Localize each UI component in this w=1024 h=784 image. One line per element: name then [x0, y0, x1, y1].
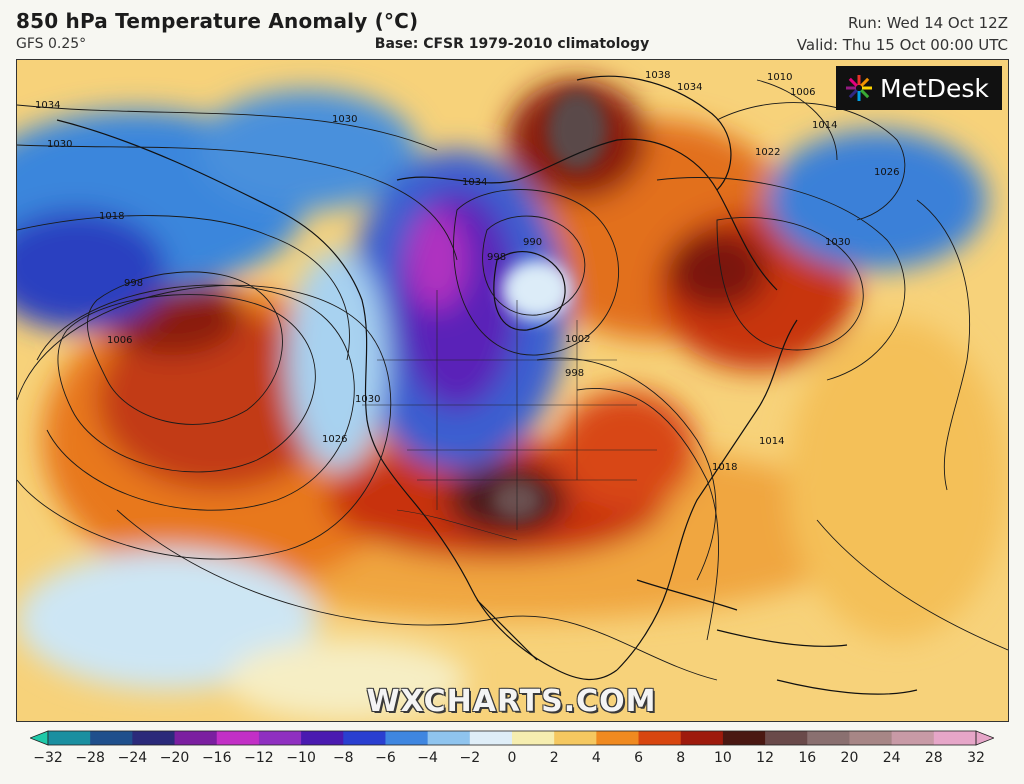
anomaly-map: 1034 1030 1018 998 1006 1030 1026 1030 1…: [16, 59, 1009, 722]
colorbar-tick-label: 32: [967, 750, 985, 766]
colorbar: −32 −28 −24 −20 −16 −12 −10 −8 −6 −4 −2 0 2 4 6 8 10 12 16…: [30, 728, 994, 778]
climatology-label: Base: CFSR 1979-2010 climatology: [374, 36, 650, 52]
colorbar-segment: [680, 731, 724, 745]
chart-title: 850 hPa Temperature Anomaly (°C): [16, 9, 419, 33]
run-label: Run: Wed 14 Oct 12Z: [848, 14, 1008, 32]
colorbar-segment: [174, 731, 218, 745]
colorbar-tick-label: 16: [798, 750, 817, 766]
colorbar-segment: [427, 731, 471, 745]
colorbar-tick-label: −6: [375, 750, 396, 766]
colorbar-outline: [47, 730, 977, 746]
isobar-labels: 1034 1030 1018 998 1006 1030 1026 1030 1…: [35, 70, 899, 473]
isobar-label: 998: [487, 252, 506, 263]
colorbar-segment: [765, 731, 808, 745]
colorbar-segment: [258, 731, 302, 745]
wxcharts-watermark: WXCHARTS.COM: [366, 684, 657, 719]
anomaly-field: [17, 80, 1007, 720]
colorbar-tick-label: −4: [417, 750, 438, 766]
logo-text: MetDesk: [880, 73, 989, 103]
colorbar-tick-label: 4: [591, 750, 601, 766]
colorbar-segments: [30, 730, 994, 746]
colorbar-arrow-right: [975, 730, 994, 746]
colorbar-tick-label: −10: [286, 750, 316, 766]
colorbar-segment: [132, 731, 176, 745]
metdesk-star-icon: [846, 75, 872, 101]
colorbar-ticks: −32 −28 −24 −20 −16 −12 −10 −8 −6 −4 −2 0 2 4 6 8 10 12 16…: [30, 750, 994, 770]
model-label: GFS 0.25°: [16, 36, 87, 52]
colorbar-tick-label: −8: [332, 750, 354, 766]
isobar-label: 998: [124, 278, 143, 289]
isobar-label: 1026: [874, 167, 899, 178]
colorbar-segment: [933, 731, 977, 745]
colorbar-tick-label: −32: [33, 750, 63, 766]
colorbar-tick-label: −16: [201, 750, 232, 766]
isobar-label: 1018: [99, 211, 124, 222]
colorbar-svg: [30, 730, 994, 746]
colorbar-tick-label: 24: [882, 750, 901, 766]
metdesk-logo: MetDesk: [836, 66, 1002, 110]
colorbar-tick-label: −24: [117, 750, 148, 766]
colorbar-tick-label: −20: [159, 750, 190, 766]
isobar-label: 1034: [677, 82, 702, 93]
colorbar-tick-label: 20: [840, 750, 859, 766]
chart-header: 850 hPa Temperature Anomaly (°C) GFS 0.2…: [0, 0, 1024, 58]
colorbar-tick-label: 8: [676, 750, 686, 766]
colorbar-segment: [90, 731, 133, 745]
isobars: [17, 79, 1008, 681]
isobar-label: 1022: [755, 147, 780, 158]
colorbar-segment: [469, 731, 513, 745]
colorbar-segment: [343, 731, 386, 745]
colorbar-segment: [48, 731, 91, 745]
isobar-label: 1006: [790, 87, 815, 98]
colorbar-tick-label: 12: [756, 750, 774, 766]
map-svg: 1034 1030 1018 998 1006 1030 1026 1030 1…: [17, 60, 1008, 721]
colorbar-segment: [301, 731, 344, 745]
colorbar-segment: [554, 731, 597, 745]
colorbar-segment: [385, 731, 429, 745]
colorbar-segment: [638, 731, 682, 745]
isobar-label: 1006: [107, 335, 132, 346]
borders: [362, 290, 657, 541]
colorbar-segment: [596, 731, 640, 745]
colorbar-tick-label: 0: [507, 750, 517, 766]
colorbar-segment: [722, 731, 766, 745]
isobar-label: 1018: [712, 462, 737, 473]
colorbar-tick-label: 10: [713, 750, 732, 766]
colorbar-tick-label: 6: [634, 750, 643, 766]
colorbar-segment: [891, 731, 935, 745]
colorbar-segment: [216, 731, 260, 745]
colorbar-arrow-left: [30, 730, 49, 746]
colorbar-tick-label: −28: [75, 750, 105, 766]
isobar-label: 1030: [332, 114, 357, 125]
isobar-label: 1030: [355, 394, 380, 405]
isobar-label: 1038: [645, 70, 670, 81]
coastlines: [56, 75, 918, 695]
isobar-label: 1034: [462, 177, 487, 188]
valid-label: Valid: Thu 15 Oct 00:00 UTC: [796, 36, 1008, 54]
isobar-label: 1014: [759, 436, 784, 447]
colorbar-tick-label: 28: [924, 750, 943, 766]
isobar-label: 1002: [565, 334, 590, 345]
isobar-label: 1026: [322, 434, 347, 445]
colorbar-segment: [512, 731, 555, 745]
colorbar-segment: [807, 731, 850, 745]
isobar-label: 1030: [825, 237, 850, 248]
isobar-label: 990: [523, 237, 542, 248]
colorbar-segment: [849, 731, 893, 745]
isobar-label: 1014: [812, 120, 837, 131]
isobar-label: 1034: [35, 100, 60, 111]
isobar-label: 1010: [767, 72, 792, 83]
colorbar-tick-label: −12: [244, 750, 274, 766]
isobar-label: 998: [565, 368, 584, 379]
colorbar-tick-label: 2: [549, 750, 559, 766]
colorbar-tick-label: −2: [459, 750, 481, 766]
isobar-label: 1030: [47, 139, 72, 150]
